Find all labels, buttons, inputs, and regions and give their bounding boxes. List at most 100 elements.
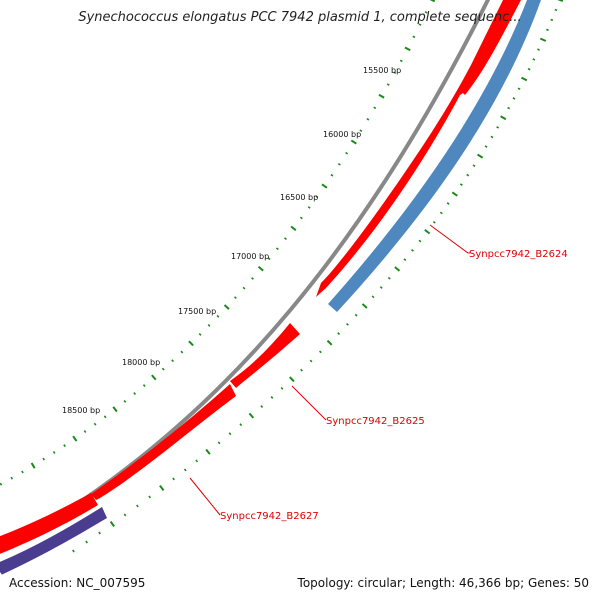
tick-mark bbox=[346, 322, 349, 326]
gene-arrow-segment bbox=[230, 323, 300, 388]
tick-mark bbox=[161, 367, 165, 371]
tick-mark bbox=[217, 441, 221, 445]
tick-mark bbox=[133, 392, 136, 396]
tick-mark bbox=[394, 266, 401, 272]
tick-mark bbox=[490, 135, 494, 139]
tick-mark bbox=[103, 415, 107, 419]
tick-mark bbox=[216, 314, 220, 318]
tick-label: 17500 bp bbox=[178, 307, 216, 316]
tick-mark bbox=[387, 276, 391, 280]
tick-mark bbox=[330, 173, 334, 177]
tick-mark bbox=[188, 340, 194, 347]
gene-reverse-purple-tip bbox=[0, 572, 8, 587]
leader-line bbox=[429, 224, 470, 254]
tick-mark bbox=[557, 0, 564, 3]
gene-reverse-purple bbox=[0, 507, 107, 576]
tick-mark bbox=[260, 405, 264, 408]
gene-labels: Synpcc7942_B2624 Synpcc7942_B2625 Synpcc… bbox=[189, 224, 568, 522]
tick-marks bbox=[0, 0, 564, 553]
tick-label: 17000 bp bbox=[231, 252, 269, 261]
tick-mark bbox=[500, 115, 507, 121]
tick-label: 18500 bp bbox=[62, 406, 100, 415]
tick-mark bbox=[354, 313, 358, 317]
tick-labels: 15500 bp 16000 bp 16500 bp 17000 bp 1750… bbox=[62, 66, 401, 415]
tick-mark bbox=[52, 451, 56, 454]
plasmid-backbone bbox=[0, 0, 491, 553]
gene-arrow-segment bbox=[91, 384, 236, 500]
tick-mark bbox=[251, 277, 254, 280]
tick-mark bbox=[361, 303, 368, 309]
tick-mark bbox=[371, 295, 375, 299]
tick-mark bbox=[418, 23, 422, 26]
tick-mark bbox=[496, 126, 500, 129]
tick-mark bbox=[429, 0, 436, 3]
tick-mark bbox=[290, 225, 297, 231]
tick-mark bbox=[424, 11, 428, 14]
tick-mark bbox=[195, 459, 199, 463]
tick-mark bbox=[451, 191, 458, 197]
tick-mark bbox=[345, 151, 349, 155]
tick-mark bbox=[326, 339, 333, 346]
tick-mark bbox=[378, 93, 385, 99]
gene-label: Synpcc7942_B2625 bbox=[326, 416, 425, 427]
tick-mark bbox=[321, 183, 328, 189]
tick-mark bbox=[228, 432, 232, 436]
tick-mark bbox=[239, 423, 243, 427]
leader-line bbox=[189, 477, 221, 516]
tick-mark bbox=[512, 97, 516, 100]
tick-label: 15500 bp bbox=[363, 66, 401, 75]
tick-mark bbox=[85, 540, 88, 544]
summary-text: Topology: circular; Length: 46,366 bp; G… bbox=[297, 576, 589, 590]
tick-mark bbox=[83, 430, 87, 433]
tick-mark bbox=[233, 296, 237, 300]
tick-mark bbox=[98, 531, 101, 535]
gene-track-forward bbox=[0, 0, 521, 554]
tick-mark bbox=[207, 324, 211, 327]
tick-label: 16500 bp bbox=[280, 193, 318, 202]
tick-mark bbox=[123, 400, 127, 403]
gene-arrow-segment bbox=[0, 493, 98, 554]
tick-mark bbox=[223, 304, 230, 310]
tick-mark bbox=[242, 286, 246, 290]
tick-mark bbox=[21, 470, 24, 474]
tick-mark bbox=[517, 87, 521, 90]
gene-arrow-segment bbox=[316, 0, 521, 297]
tick-mark bbox=[142, 384, 146, 388]
tick-mark bbox=[539, 37, 547, 42]
tick-mark bbox=[198, 333, 202, 336]
map-title: Synechococcus elongatus PCC 7942 plasmid… bbox=[78, 10, 522, 25]
tick-mark bbox=[439, 211, 443, 215]
tick-mark bbox=[112, 406, 118, 413]
tick-mark bbox=[275, 247, 279, 251]
tick-mark bbox=[136, 504, 139, 508]
tick-mark bbox=[399, 59, 403, 63]
tick-label: 16000 bp bbox=[323, 130, 361, 139]
tick-mark bbox=[267, 257, 271, 261]
tick-mark bbox=[537, 48, 540, 51]
tick-mark bbox=[171, 359, 174, 363]
tick-mark bbox=[109, 520, 115, 528]
tick-mark bbox=[183, 468, 187, 472]
tick-mark bbox=[151, 374, 157, 381]
tick-mark bbox=[484, 145, 488, 148]
gene-label: Synpcc7942_B2624 bbox=[469, 249, 568, 260]
tick-mark bbox=[446, 202, 450, 205]
tick-mark bbox=[289, 376, 295, 383]
tick-mark bbox=[299, 216, 303, 220]
tick-mark bbox=[159, 484, 165, 491]
tick-mark bbox=[284, 237, 287, 240]
tick-mark bbox=[172, 477, 175, 481]
tick-mark bbox=[72, 435, 78, 442]
tick-mark bbox=[350, 139, 357, 145]
tick-mark bbox=[386, 83, 390, 86]
tick-mark bbox=[466, 173, 470, 177]
tick-mark bbox=[42, 457, 46, 461]
gene-label: Synpcc7942_B2627 bbox=[220, 511, 319, 522]
tick-mark bbox=[270, 396, 274, 399]
tick-mark bbox=[507, 106, 511, 110]
tick-mark bbox=[93, 422, 97, 426]
leader-line bbox=[291, 385, 327, 421]
tick-mark bbox=[180, 350, 184, 354]
tick-mark bbox=[411, 248, 414, 252]
